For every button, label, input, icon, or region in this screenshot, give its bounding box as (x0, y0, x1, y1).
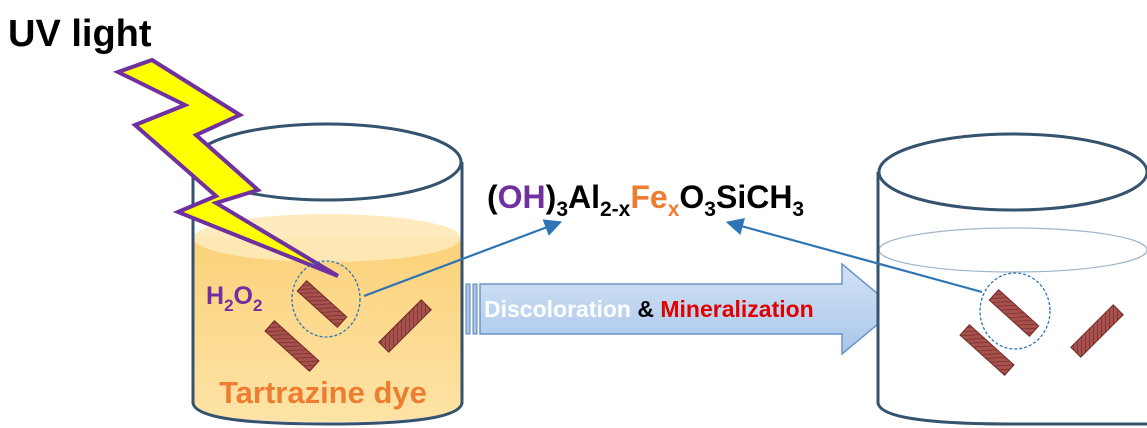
zoom-circle-left (291, 260, 361, 338)
process-arrow (465, 262, 898, 356)
process-label: Discoloration & Mineralization (484, 296, 814, 322)
uv-light-label: UV light (8, 13, 152, 55)
lightning-bolt-icon (112, 57, 340, 278)
particle (378, 299, 432, 353)
right-beaker-rim (877, 132, 1147, 212)
particle (1070, 304, 1124, 358)
particle (264, 320, 320, 372)
catalyst-particles (264, 280, 1124, 376)
particle (988, 289, 1040, 337)
particle (959, 324, 1015, 376)
dye-surface (193, 214, 461, 262)
pointer-arrow-right (725, 217, 983, 294)
particle (296, 280, 348, 328)
dye-label: Tartrazine dye (219, 375, 427, 410)
catalyst-formula: (OH)3Al2-xFexO3SiCH3 (487, 179, 804, 221)
oxidant-label: H2O2 (206, 282, 262, 315)
zoom-circle-right (979, 272, 1051, 350)
right-beaker (876, 132, 1147, 426)
pointer-arrow-left (363, 219, 563, 298)
